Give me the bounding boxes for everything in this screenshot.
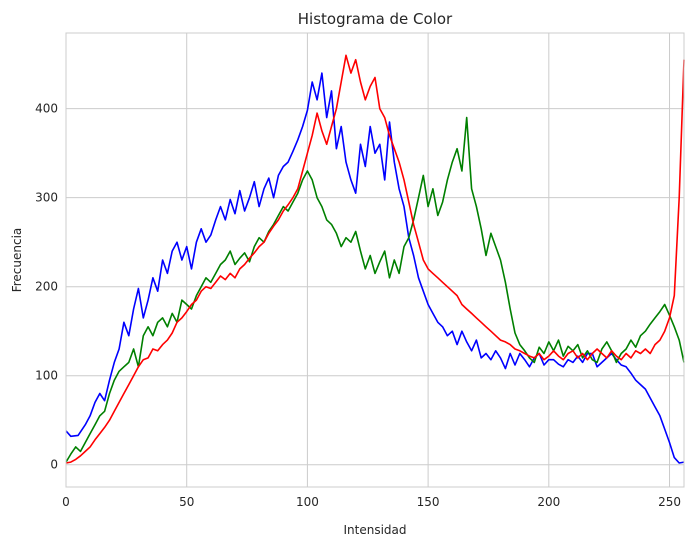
x-tick-label: 200 xyxy=(537,495,560,509)
tick-labels: 0 50 100 150 200 250 0 100 200 300 400 xyxy=(35,102,681,509)
green-channel-line xyxy=(65,116,685,463)
chart-title: Histograma de Color xyxy=(298,10,453,28)
x-tick-label: 150 xyxy=(417,495,440,509)
y-tick-label: 400 xyxy=(35,102,58,116)
blue-channel-line xyxy=(65,72,685,464)
x-tick-label: 250 xyxy=(658,495,681,509)
y-axis-label: Frecuencia xyxy=(10,228,24,293)
y-tick-label: 200 xyxy=(35,280,58,294)
red-channel-line xyxy=(65,54,685,464)
x-tick-label: 50 xyxy=(179,495,194,509)
x-axis-label: Intensidad xyxy=(343,523,406,537)
y-tick-label: 100 xyxy=(35,369,58,383)
grid xyxy=(65,33,684,487)
x-tick-label: 0 xyxy=(62,495,70,509)
series-group xyxy=(65,54,685,464)
y-tick-label: 0 xyxy=(50,458,58,472)
y-tick-label: 300 xyxy=(35,191,58,205)
plot-frame xyxy=(65,32,685,488)
x-tick-label: 100 xyxy=(296,495,319,509)
